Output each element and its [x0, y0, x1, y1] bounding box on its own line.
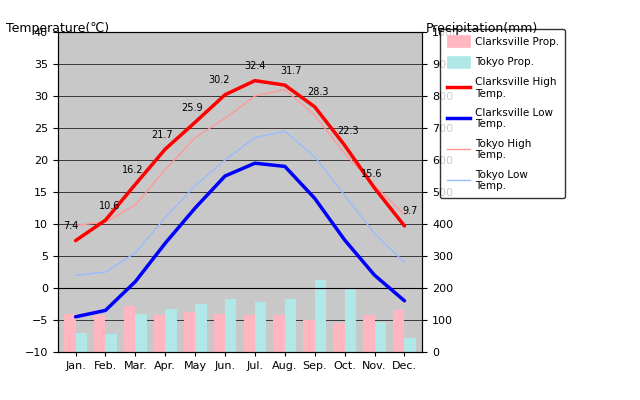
- Text: 22.3: 22.3: [337, 126, 358, 136]
- Bar: [404, 338, 416, 352]
- Text: Temperature(℃): Temperature(℃): [6, 22, 109, 35]
- Bar: [285, 299, 296, 352]
- Text: 32.4: 32.4: [244, 61, 266, 71]
- Bar: [225, 299, 236, 352]
- Bar: [273, 315, 285, 352]
- Text: 16.2: 16.2: [122, 165, 143, 175]
- Text: 25.9: 25.9: [181, 103, 203, 113]
- Text: 21.7: 21.7: [152, 130, 173, 140]
- Bar: [106, 334, 117, 352]
- Text: 10.6: 10.6: [99, 200, 120, 210]
- Bar: [315, 280, 326, 352]
- Bar: [345, 288, 356, 352]
- Bar: [195, 304, 207, 352]
- Bar: [64, 314, 76, 352]
- Text: 7.4: 7.4: [63, 221, 79, 231]
- Text: 28.3: 28.3: [307, 87, 328, 97]
- Bar: [393, 310, 404, 352]
- Bar: [184, 312, 195, 352]
- Legend: Clarksville Prop., Tokyo Prop., Clarksville High
Temp., Clarksville Low
Temp., T: Clarksville Prop., Tokyo Prop., Clarksvi…: [440, 29, 565, 198]
- Bar: [135, 314, 147, 352]
- Bar: [214, 314, 225, 352]
- Text: 30.2: 30.2: [208, 75, 230, 85]
- Text: 15.6: 15.6: [361, 168, 382, 178]
- Bar: [154, 315, 165, 352]
- Bar: [333, 323, 345, 352]
- Bar: [363, 315, 374, 352]
- Text: 31.7: 31.7: [280, 66, 301, 76]
- Text: Precipitation(mm): Precipitation(mm): [426, 22, 538, 35]
- Bar: [76, 333, 87, 352]
- Bar: [165, 309, 177, 352]
- Bar: [303, 320, 315, 352]
- Bar: [374, 322, 386, 352]
- Bar: [124, 306, 135, 352]
- Bar: [244, 315, 255, 352]
- Text: 9.7: 9.7: [403, 206, 418, 216]
- Bar: [94, 315, 106, 352]
- Bar: [255, 302, 266, 352]
